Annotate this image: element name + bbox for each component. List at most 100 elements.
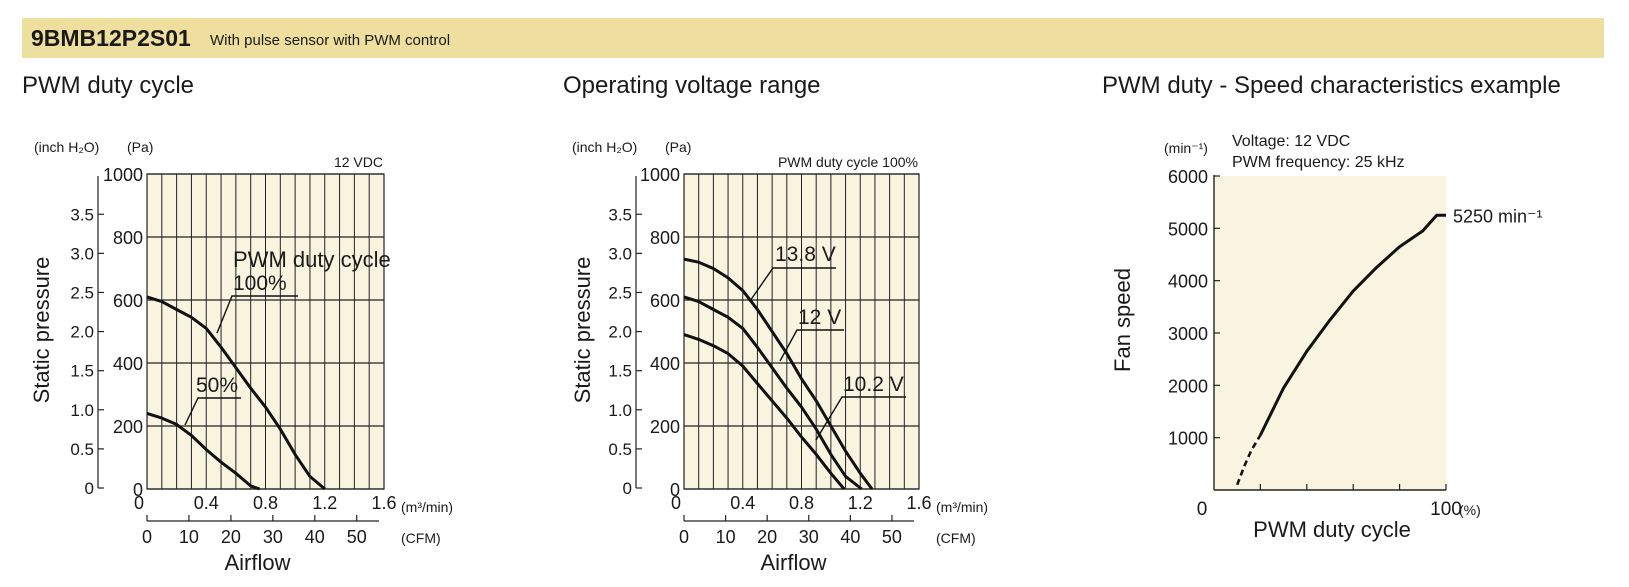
chart3-series-dashed: [1235, 434, 1262, 486]
chart3-y-axis-title: Fan speed: [1110, 268, 1135, 372]
chart2-cfm-unit: (CFM): [936, 530, 976, 546]
chart3-condition-line: PWM frequency: 25 kHz: [1232, 154, 1405, 171]
chart1-cfm-tick-label: 10: [179, 527, 199, 547]
chart1-inch-tick-label: 0: [85, 479, 94, 498]
chart1-y-axis-title: Static pressure: [29, 257, 54, 404]
chart2-cfm-tick-label: 20: [757, 527, 777, 547]
chart1-inch-tick-label: 0.5: [70, 440, 94, 459]
chart2-y-unit-secondary: (inch H₂O): [572, 139, 637, 155]
chart1-inch-tick-label: 3.0: [70, 244, 94, 263]
chart2-x-tick-label: 0.8: [789, 493, 814, 513]
chart1-x-axis-title: Airflow: [224, 550, 290, 575]
chart2-inch-tick-label: 3.0: [608, 244, 632, 263]
chart2-series-label-138: 13.8 V: [775, 243, 836, 266]
chart2-x-tick-label: 0.4: [730, 493, 755, 513]
chart3-y-tick-label: 3000: [1168, 324, 1208, 344]
chart2-x-unit: (m³/min): [936, 499, 988, 515]
chart2-series-label-12: 12 V: [798, 306, 841, 329]
chart1-cfm-unit: (CFM): [401, 530, 441, 546]
chart2-inch-tick-label: 1.0: [608, 401, 632, 420]
chart2-series-label-102: 10.2 V: [843, 373, 904, 396]
chart1-cfm-tick-label: 40: [305, 527, 325, 547]
chart2-y-tick-label: 800: [650, 228, 680, 248]
chart3-x-unit: (%): [1459, 502, 1481, 518]
chart1-y-tick-label: 200: [113, 417, 143, 437]
chart1-inch-tick-label: 2.0: [70, 323, 94, 342]
chart2-leader-102: [815, 396, 906, 441]
chart1-inch-tick-label: 1.0: [70, 401, 94, 420]
chart3-y-tick-label: 1000: [1168, 429, 1208, 449]
chart1-inch-tick-label: 2.5: [70, 283, 94, 302]
chart2-cfm-tick-label: 30: [799, 527, 819, 547]
chart2-inch-tick-label: 2.0: [608, 323, 632, 342]
chart1-cfm-tick-label: 30: [263, 527, 283, 547]
chart1-series-line-1: [146, 411, 261, 491]
chart1-cfm-tick-label: 20: [221, 527, 241, 547]
chart3-y-tick-label: 2000: [1168, 376, 1208, 396]
chart3-x-tick-label: 0: [1197, 499, 1208, 520]
chart2-x-axis-title: Airflow: [760, 550, 826, 575]
chart3-max-speed-label: 5250 min⁻¹: [1453, 206, 1543, 226]
chart2-y-tick-label: 400: [650, 354, 680, 374]
chart3-series-line: [1259, 213, 1446, 436]
chart1-cfm-tick-label: 50: [347, 527, 367, 547]
chart2-leader-138: [749, 267, 836, 302]
chart2-x-tick-label: 1.6: [906, 493, 931, 513]
chart2-y-tick-label: 600: [650, 291, 680, 311]
chart3-y-unit: (min⁻¹): [1164, 140, 1208, 156]
chart1-x-tick-label: 1.6: [371, 493, 396, 513]
chart1-annotation-title: PWM duty cycle: [233, 247, 391, 272]
chart2-series-line-0: [683, 257, 874, 490]
chart1-y-tick-label: 400: [113, 354, 143, 374]
chart2-cfm-tick-label: 40: [840, 527, 860, 547]
chart1-y-unit: (Pa): [127, 139, 153, 155]
chart1-series-label-100: 100%: [233, 272, 287, 295]
chart3-y-tick-label: 4000: [1168, 272, 1208, 292]
chart2-cfm-tick-label: 10: [716, 527, 736, 547]
chart3-y-tick-label: 6000: [1168, 167, 1208, 187]
chart2-condition-label: PWM duty cycle 100%: [778, 154, 918, 170]
chart3-x-tick-label: 100: [1430, 499, 1462, 520]
chart2-cfm-tick-label: 0: [679, 527, 689, 547]
chart2-x-tick-label: 0: [671, 493, 681, 513]
chart1-inch-tick-label: 3.5: [70, 205, 94, 224]
chart1-y-tick-label: 800: [113, 228, 143, 248]
chart2-inch-tick-label: 0.5: [608, 440, 632, 459]
chart2-y-tick-label: 0: [670, 480, 680, 500]
chart2-title: Operating voltage range: [563, 72, 821, 99]
chart1-y-tick-label: 600: [113, 291, 143, 311]
chart1-cfm-tick-label: 0: [142, 527, 152, 547]
chart2-y-axis-title: Static pressure: [570, 257, 595, 404]
chart2-inch-tick-label: 3.5: [608, 205, 632, 224]
model-description: With pulse sensor with PWM control: [210, 32, 451, 49]
chart2-y-unit: (Pa): [665, 139, 691, 155]
chart2-y-tick-label: 200: [650, 417, 680, 437]
chart1-x-unit: (m³/min): [401, 499, 453, 515]
chart1-y-unit-secondary: (inch H₂O): [34, 139, 99, 155]
chart2-cfm-tick-label: 50: [882, 527, 902, 547]
chart1-x-tick-label: 0.8: [253, 493, 278, 513]
chart3-x-axis-title: PWM duty cycle: [1253, 517, 1411, 542]
chart3-y-tick-label: 5000: [1168, 219, 1208, 239]
chart3-title: PWM duty - Speed characteristics example: [1102, 72, 1561, 99]
chart3-plot-area: [1214, 176, 1446, 490]
chart2-plot-border: [683, 173, 920, 490]
chart2-series-line-2: [683, 333, 846, 490]
chart1-series-line-0: [146, 295, 326, 491]
chart1-x-tick-label: 0.4: [194, 493, 219, 513]
chart2-inch-tick-label: 1.5: [608, 362, 632, 381]
chart2-inch-tick-label: 2.5: [608, 283, 632, 302]
chart1-series-label-50: 50%: [196, 374, 238, 397]
chart1-x-tick-label: 1.2: [312, 493, 337, 513]
chart1-y-tick-label: 0: [133, 480, 143, 500]
chart1-leader-100: [216, 295, 298, 334]
chart3-condition-line: Voltage: 12 VDC: [1232, 133, 1350, 150]
chart1-title: PWM duty cycle: [22, 72, 195, 99]
chart1-condition-label: 12 VDC: [334, 154, 383, 170]
model-header-bar: 9BMB12P2S01 With pulse sensor with PWM c…: [22, 18, 1604, 58]
chart1-x-tick-label: 0: [134, 493, 144, 513]
chart1-leader-50: [184, 397, 241, 426]
chart1-plot-border: [146, 173, 385, 490]
model-number: 9BMB12P2S01: [31, 25, 191, 51]
